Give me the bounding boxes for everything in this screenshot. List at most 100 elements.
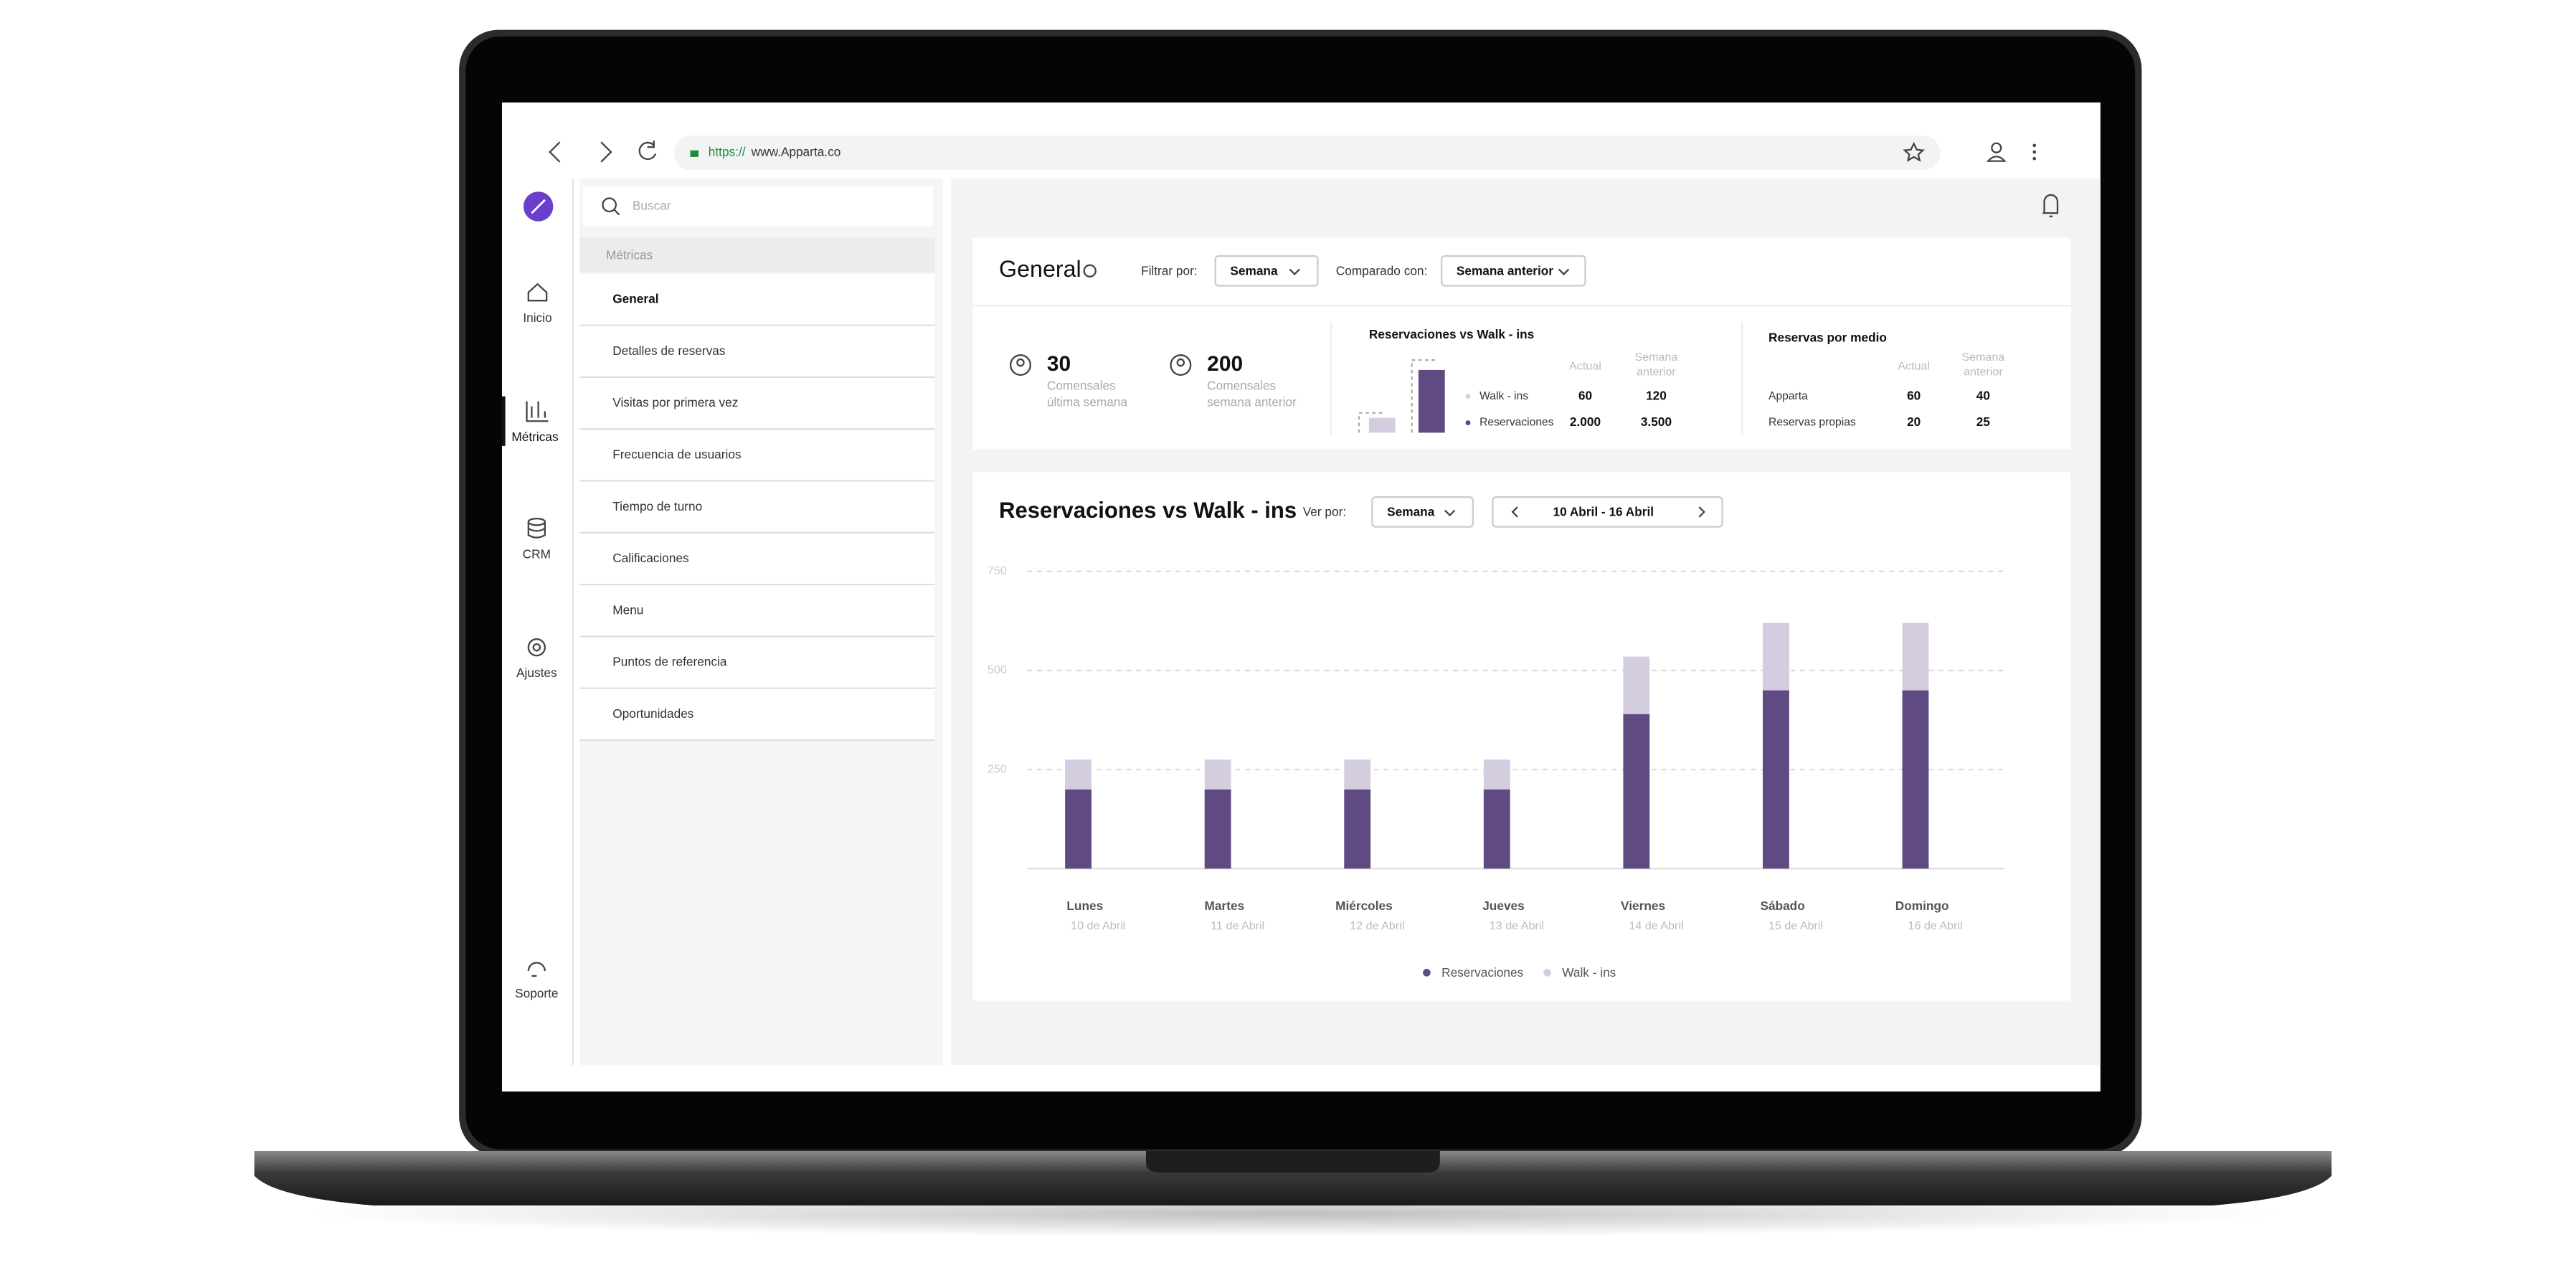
legend-marker — [1543, 969, 1551, 977]
nav-label: Ajustes — [516, 665, 557, 680]
cell: 60 — [1907, 388, 1921, 402]
menu-button-part — [2032, 150, 2037, 154]
x-tick-sublabel: 16 de Abril — [1908, 919, 1963, 932]
nav-ajustes-part — [527, 638, 546, 657]
x-tick-label: Sábado — [1760, 899, 1804, 913]
url-host: www.Apparta.co — [751, 145, 841, 159]
address-bar[interactable] — [673, 135, 1941, 171]
media-table: Actual Semana anterior Apparta 60 40 Reservas … — [1768, 351, 2004, 429]
menu-item[interactable]: Puntos de referencia — [579, 637, 935, 689]
cell: 40 — [1976, 388, 1990, 402]
forward-button[interactable] — [600, 141, 612, 163]
nav-label: Métricas — [511, 430, 558, 444]
notifications-button[interactable] — [2042, 194, 2059, 217]
menu-item-bg — [579, 430, 935, 481]
menu-item[interactable]: Calificaciones — [579, 533, 935, 586]
browser-toolbar: https:// www.Apparta.co — [549, 135, 2037, 171]
y-tick-label: 250 — [988, 762, 1007, 775]
nav-label: CRM — [523, 546, 551, 561]
date-range: 10 Abril - 16 Abril — [1553, 505, 1654, 519]
stats: 30 Comensales última semana 200 Comensales se… — [1010, 352, 1297, 409]
menu-item[interactable]: General — [579, 274, 935, 326]
menu-item-bg — [579, 481, 935, 533]
x-tick-label: Martes — [1205, 899, 1245, 913]
chevron — [1558, 268, 1570, 275]
date-range-picker — [1492, 496, 1723, 528]
bar-segment — [1204, 759, 1231, 790]
menu-item[interactable]: Tiempo de turno — [579, 481, 935, 534]
stat-value: 200 — [1207, 352, 1243, 376]
card — [972, 472, 2071, 1001]
x-tick-sublabel: 11 de Abril — [1211, 919, 1264, 932]
laptop-notch — [1145, 1151, 1440, 1172]
laptop-base — [254, 1151, 2332, 1205]
stat-value: 30 — [1047, 352, 1071, 376]
stat-label: Comensales — [1047, 378, 1116, 392]
menu-item[interactable]: Frecuencia de usuarios — [579, 430, 935, 482]
legend-dot — [1465, 394, 1471, 399]
nav-inicio[interactable]: Inicio — [523, 283, 552, 325]
search-box[interactable] — [582, 186, 933, 227]
bar-segment — [1065, 789, 1092, 869]
menu-item-bg — [579, 274, 935, 326]
media-title: Reservas por medio — [1768, 331, 1887, 345]
bookmark-star[interactable] — [1903, 141, 1926, 162]
x-tick-sublabel: 14 de Abril — [1629, 919, 1683, 932]
compare-dropdown[interactable] — [1440, 255, 1586, 287]
menu-item[interactable]: Detalles de reservas — [579, 326, 935, 379]
profile-button[interactable] — [1986, 142, 2007, 162]
search-icon — [602, 197, 620, 216]
cell: 3.500 — [1641, 414, 1672, 429]
stat-label: última semana — [1047, 395, 1128, 409]
nav-label: Soporte — [515, 986, 558, 1000]
bar-segment — [1762, 690, 1789, 869]
next-week-button[interactable] — [1698, 506, 1705, 518]
menu-item[interactable]: Menu — [579, 585, 935, 638]
row-label: Apparta — [1768, 390, 1808, 402]
menu-item[interactable]: Visitas por primera vez — [579, 377, 935, 430]
y-tick-label: 500 — [988, 663, 1007, 676]
col-header: anterior — [1964, 366, 2003, 379]
col-header: Semana — [1961, 351, 2004, 364]
view-dropdown[interactable] — [1371, 496, 1474, 528]
user-icon — [1010, 354, 1031, 376]
profile-button-part — [1991, 142, 2002, 153]
bar-segment — [1344, 759, 1371, 790]
profile-button-part — [1986, 156, 2007, 162]
nav-ajustes[interactable]: Ajustes — [516, 638, 557, 680]
menu-item-label: Menu — [612, 602, 643, 617]
prev-week-button[interactable] — [1511, 506, 1518, 518]
compare-label: Comparado con: — [1336, 263, 1428, 278]
col-header: Actual — [1898, 360, 1930, 373]
menu-button[interactable] — [2032, 143, 2037, 161]
row-label: Walk - ins — [1479, 390, 1528, 402]
bar-segment — [1483, 759, 1510, 790]
nav-active-indicator — [501, 396, 506, 446]
search-icon-part — [613, 209, 620, 216]
mini-bar — [1418, 369, 1445, 433]
mini-bar — [1368, 417, 1396, 433]
back-button[interactable] — [549, 141, 561, 163]
menu-item-label: Detalles de reservas — [612, 344, 725, 358]
filter-dropdown[interactable] — [1214, 255, 1319, 287]
nav-soporte[interactable]: Soporte — [515, 962, 559, 1000]
chevron — [1444, 509, 1456, 517]
menu-item-bg — [579, 637, 935, 688]
mini-table: Actual Semana anterior Walk - ins 60 120 Reser… — [1465, 351, 1678, 429]
menu-item-label: General — [612, 292, 658, 306]
menu-item-label: Frecuencia de usuarios — [612, 447, 741, 461]
bar-segment — [1902, 690, 1929, 869]
icon-rail: Inicio Métricas CRM Ajustes Soporte — [501, 178, 574, 1066]
info-icon[interactable] — [1083, 264, 1097, 278]
stat-label: semana anterior — [1207, 395, 1297, 409]
reload-button[interactable] — [638, 140, 657, 161]
menu-item-label: Visitas por primera vez — [612, 395, 738, 409]
x-tick-sublabel: 10 de Abril — [1071, 919, 1125, 932]
bar-segment — [1204, 789, 1231, 869]
nav-metricas[interactable]: Métricas — [511, 401, 559, 444]
nav-crm[interactable]: CRM — [523, 517, 551, 561]
bar-segment — [1344, 789, 1371, 869]
view-value: Semana — [1387, 505, 1435, 519]
menu-item[interactable]: Oportunidades — [579, 688, 935, 742]
